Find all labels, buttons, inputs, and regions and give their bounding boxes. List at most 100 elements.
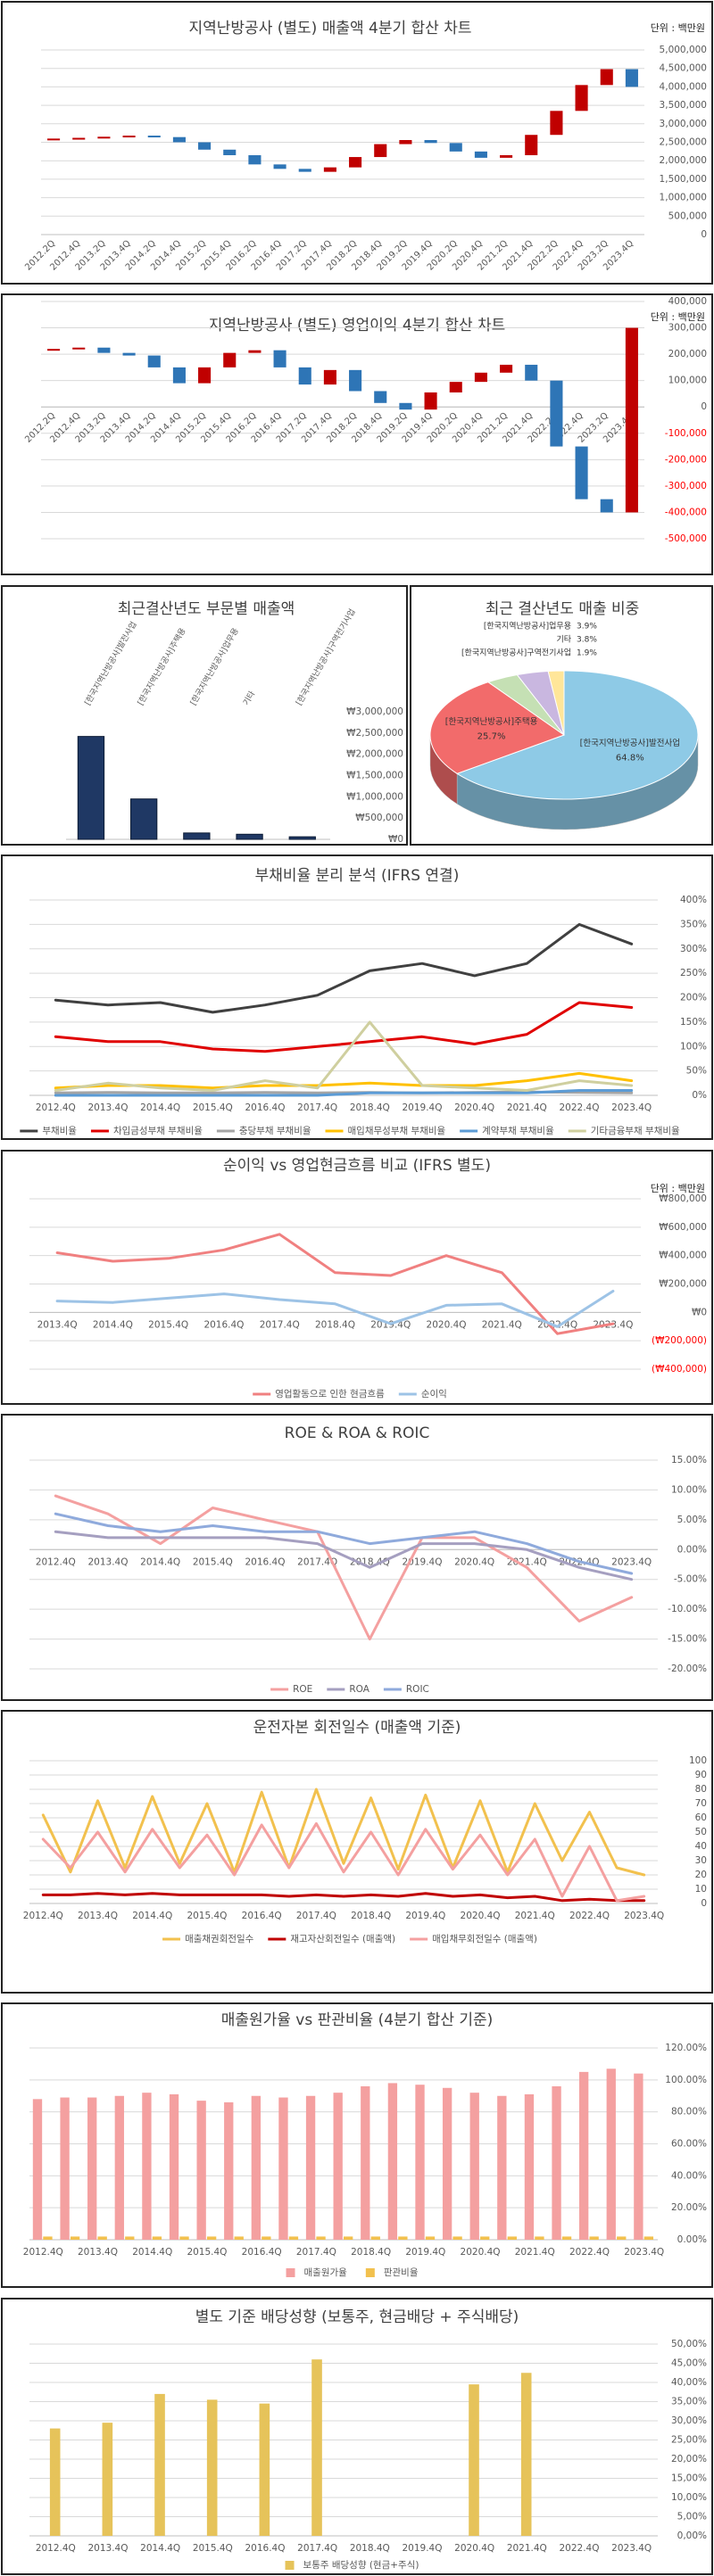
series-line <box>54 1071 634 1090</box>
y-tick-label: 25,00% <box>671 2435 707 2446</box>
bar <box>311 2359 322 2536</box>
x-tick-label: 2016.4Q <box>245 1556 285 1567</box>
bar <box>589 2236 599 2240</box>
y-tick-label: 45,00% <box>671 2358 707 2369</box>
bar <box>152 2236 162 2240</box>
y-tick-label: 120.00% <box>665 2043 707 2053</box>
series-line <box>54 1089 634 1097</box>
bar <box>114 2095 124 2240</box>
legend-label: 재고자산회전일수 (매출액) <box>290 1933 395 1944</box>
x-tick-label: 2023.4Q <box>611 2543 652 2554</box>
pie-value-label: 3.9% <box>577 623 597 632</box>
legend-label: 매출채권회전일수 <box>185 1933 254 1944</box>
y-tick-label: 20,00% <box>671 2454 707 2465</box>
y-tick-label: 5,000,000 <box>660 45 707 55</box>
x-tick-label: 2018.4Q <box>350 1102 390 1113</box>
unit-label: 단위 : 백만원 <box>651 22 705 34</box>
x-tick-label: 2020.4Q <box>461 1911 501 1921</box>
waterfall-bar <box>424 140 437 144</box>
waterfall-bar <box>474 372 487 383</box>
legend-label: 순이익 <box>421 1389 447 1399</box>
waterfall-bar <box>323 369 336 385</box>
pie-value-label: 64.8% <box>616 754 644 764</box>
chart-title: 최근결산년도 부문별 매출액 <box>118 600 295 618</box>
bar <box>32 2099 43 2240</box>
y-tick-label: 70 <box>695 1798 707 1809</box>
y-tick-label: 80 <box>695 1784 707 1795</box>
waterfall-bar <box>172 367 186 384</box>
x-tick-label: 2021.4Q <box>515 2247 555 2258</box>
x-tick-label: 2020.4Q <box>454 1102 494 1113</box>
y-tick-label: 30,00% <box>671 2415 707 2426</box>
bar <box>154 2393 165 2536</box>
legend: 매출원가율 판관비율 <box>286 2267 419 2278</box>
waterfall-bar <box>500 154 513 158</box>
x-tick-label: 2019.4Q <box>405 1911 445 1921</box>
series-line <box>41 1892 646 1903</box>
x-tick-label: 2012.4Q <box>36 1556 76 1567</box>
x-tick-label: 2023.4Q <box>611 1556 652 1567</box>
legend: ROE ROA ROIC <box>270 1684 429 1695</box>
waterfall-bar <box>273 164 286 169</box>
bar <box>234 2236 244 2240</box>
waterfall-bar <box>323 167 336 172</box>
y-tick-label: 200,000 <box>668 349 707 359</box>
x-tick-label: 2016.4Q <box>242 2247 282 2258</box>
x-tick-label: 2016.4Q <box>245 2543 285 2554</box>
unit-label: 단위 : 백만원 <box>651 311 705 323</box>
bar <box>442 2087 452 2240</box>
bar <box>480 2236 490 2240</box>
x-tick-label: 2018.4Q <box>315 1319 355 1330</box>
y-tick-label: 4,500,000 <box>660 63 707 74</box>
series-line <box>55 1233 615 1335</box>
x-tick-label: 2015.4Q <box>193 1102 233 1113</box>
legend-label: 매출원가율 <box>304 2267 348 2278</box>
chart-title: 순이익 vs 영업현금흐름 비교 (IFRS 별도) <box>223 1157 491 1175</box>
bar <box>142 2093 152 2240</box>
y-tick-label: 400% <box>680 895 707 905</box>
y-tick-label: 10.00% <box>671 1484 707 1495</box>
y-tick-label: 3,500,000 <box>660 100 707 111</box>
bar <box>196 2101 206 2240</box>
waterfall-bar <box>424 392 437 410</box>
waterfall-bar <box>198 367 212 384</box>
bar <box>606 2068 616 2240</box>
x-tick-label: 2015.4Q <box>193 1556 233 1567</box>
legend-label: ROIC <box>406 1684 429 1695</box>
legend: 보통주 배당성향 (현금+주식) <box>285 2560 419 2571</box>
y-tick-label: 200% <box>680 993 707 1003</box>
legend-label: 계약부채 부채비율 <box>482 1126 554 1136</box>
bar <box>206 2236 217 2240</box>
pie-label: [한국지역난방공사]주택용 <box>445 717 538 727</box>
pie-value-label: 25.7% <box>477 732 506 742</box>
x-tick-label: 2019.4Q <box>402 2543 442 2554</box>
y-tick-label: ₩800,000 <box>659 1193 707 1204</box>
bar <box>169 2093 179 2240</box>
y-tick-label: 100% <box>680 1041 707 1052</box>
bar <box>77 736 105 840</box>
x-tick-label: 2016.4Q <box>203 1319 244 1330</box>
bar <box>469 2384 479 2536</box>
bar <box>415 2085 425 2240</box>
x-tick-label: 2017.4Q <box>297 2543 337 2554</box>
y-tick-label: (₩400,000) <box>652 1364 707 1375</box>
pie-slice <box>547 670 565 736</box>
y-tick-label: ₩1,500,000 <box>346 771 403 781</box>
x-tick-label: 2015.4Q <box>193 2543 233 2554</box>
legend: 부채비율 차입금성부채 부채비율 충당부채 부채비율 매입채무성부채 부채비율 계약부채… <box>20 1125 680 1136</box>
x-tick-label: 2013.4Q <box>78 1911 118 1921</box>
waterfall-bar <box>47 138 61 141</box>
y-tick-label: (₩200,000) <box>652 1335 707 1346</box>
x-tick-label: 2018.4Q <box>351 1911 391 1921</box>
y-tick-label: ₩200,000 <box>659 1279 707 1290</box>
x-tick-label: 2022.4Q <box>569 2247 610 2258</box>
bar <box>183 832 211 840</box>
x-tick-label: 2023.4Q <box>611 1102 652 1113</box>
bar <box>634 2073 643 2240</box>
bar <box>552 2086 561 2240</box>
y-tick-label: 300,000 <box>668 323 707 334</box>
waterfall-bar <box>399 402 412 410</box>
y-tick-label: 0.00% <box>677 2234 707 2245</box>
x-tick-label: 2021.4Q <box>507 2543 547 2554</box>
y-tick-label: 250% <box>680 968 707 978</box>
